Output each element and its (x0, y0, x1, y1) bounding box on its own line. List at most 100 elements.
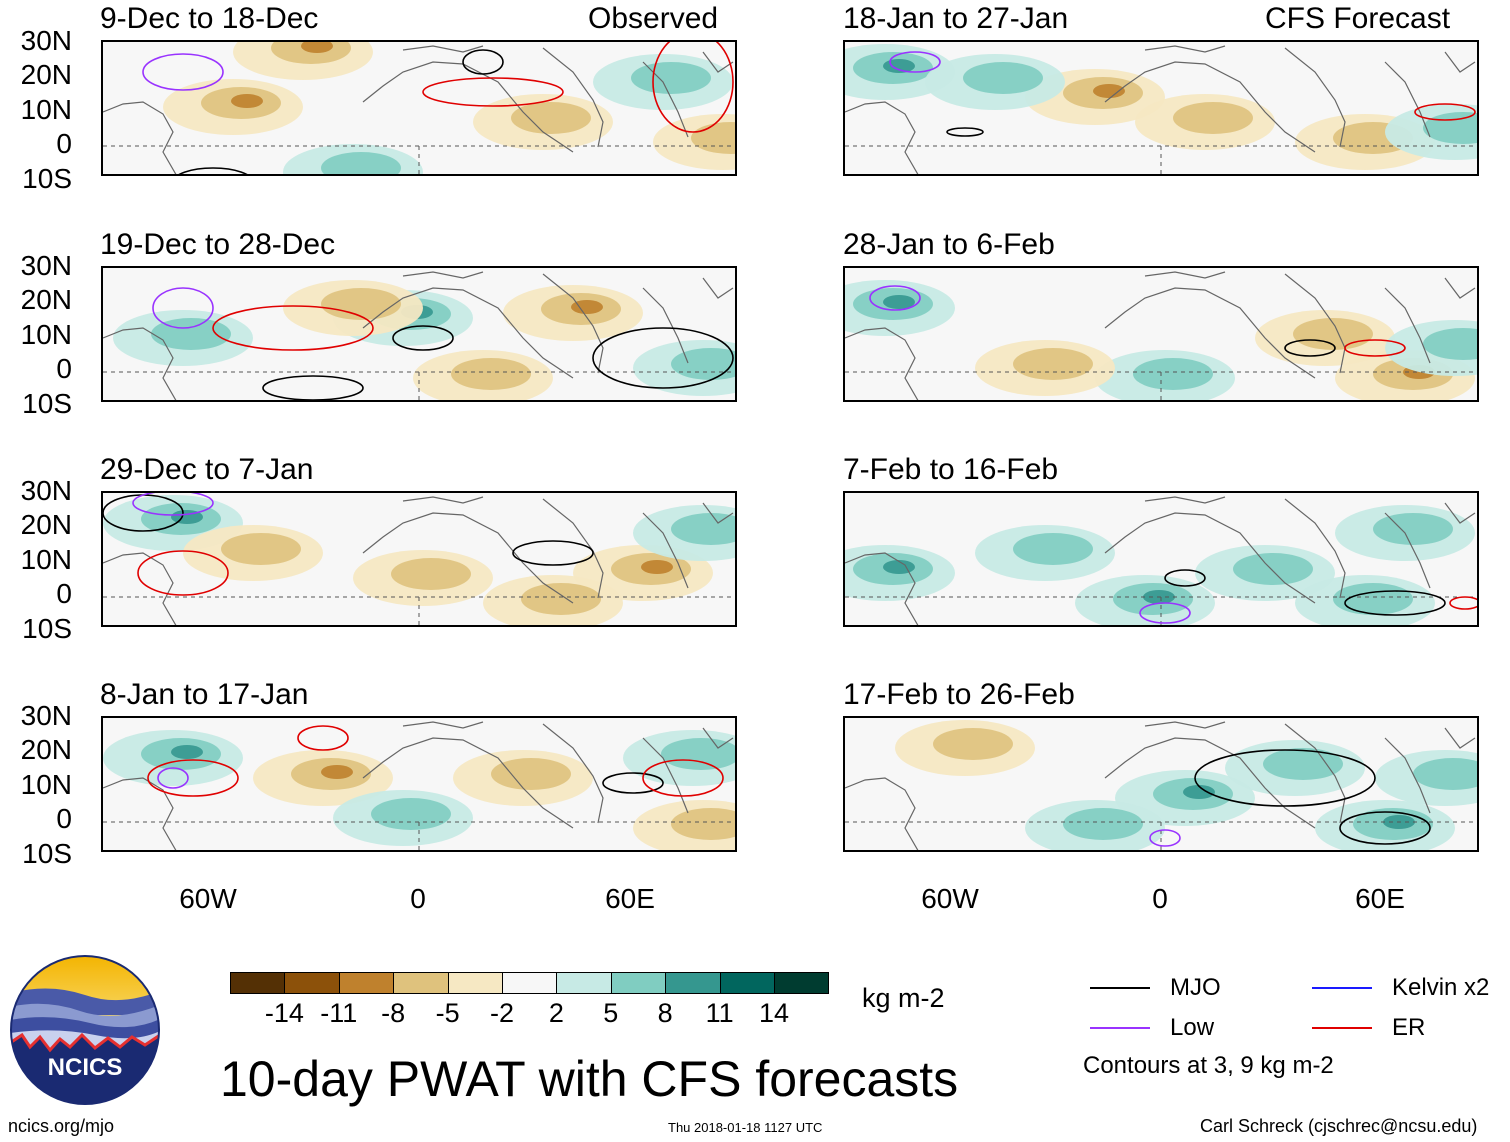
coastline (362, 61, 574, 153)
pwat-anomaly-shade (1063, 808, 1143, 840)
logo-text: NCICS (48, 1054, 123, 1081)
legend-line-kelvin (1312, 987, 1372, 989)
wave-contour (1414, 103, 1476, 121)
pwat-anomaly-shade (171, 745, 203, 759)
colorbar-box (556, 972, 612, 994)
legend-label: ER (1392, 1014, 1426, 1041)
wave-contour (137, 550, 229, 596)
colorbar-tick-label: 11 (705, 998, 734, 1028)
coastline (402, 496, 484, 504)
lat-label: 0 (56, 803, 72, 834)
pwat-anomaly-shade (1013, 533, 1093, 565)
footer-timestamp: Thu 2018-01-18 1127 UTC (668, 1120, 823, 1135)
lat-label: 0 (56, 353, 72, 384)
pwat-anomaly-shade (571, 300, 603, 314)
panel-title: 19-Dec to 28-Dec (100, 228, 336, 261)
pwat-anomaly-shade (1183, 785, 1215, 799)
pwat-anomaly-shade (1173, 102, 1253, 134)
coastline (1444, 51, 1476, 73)
wave-contour (1194, 749, 1376, 807)
lat-label: 10S (22, 613, 72, 644)
panel-title: 17-Feb to 26-Feb (843, 678, 1075, 711)
lon-label: 60W (179, 883, 237, 914)
coastline (1284, 47, 1346, 148)
lat-label: 10N (20, 544, 72, 575)
coastline (845, 327, 919, 400)
wave-contour (152, 287, 214, 329)
lon-label: 60W (921, 883, 979, 914)
colorbar-box (284, 972, 340, 994)
legend-note: Contours at 3, 9 kg m-2 (1083, 1052, 1334, 1079)
map-canvas (845, 44, 1477, 174)
ncics-logo: NCICS (10, 955, 160, 1105)
figure-title: 10-day PWAT with CFS forecasts (220, 1051, 959, 1107)
map-panel (843, 40, 1479, 176)
coastline (542, 47, 604, 148)
coastline (845, 552, 919, 625)
map-panel (101, 491, 737, 627)
colorbar-tick-label: 8 (657, 998, 673, 1028)
lat-label: 20N (20, 509, 72, 540)
coastline (103, 777, 177, 850)
pwat-anomaly-shade (321, 765, 353, 779)
coastline (402, 271, 484, 279)
colorbar-box (719, 972, 775, 994)
lat-label: 30N (20, 700, 72, 731)
pwat-anomaly-shade (883, 560, 915, 574)
legend-line-mjo (1090, 987, 1150, 989)
colorbar-tick-label: -8 (381, 998, 406, 1028)
panel-title: 18-Jan to 27-Jan (843, 2, 1069, 35)
colorbar-tick-label: 2 (548, 998, 564, 1028)
coastline (642, 287, 689, 364)
coastline (362, 287, 574, 379)
coastline (1444, 277, 1476, 299)
wave-contour (132, 493, 214, 516)
lat-label: 30N (20, 250, 72, 281)
wave-contour (592, 327, 734, 389)
coastline (1284, 723, 1346, 824)
footer-url[interactable]: ncics.org/mjo (8, 1116, 115, 1136)
pwat-anomaly-shade (321, 152, 401, 174)
pwat-anomaly-shade (1333, 583, 1413, 615)
coastline (1384, 737, 1431, 814)
wave-contour (1139, 602, 1191, 624)
map-canvas (103, 493, 735, 625)
pwat-anomaly-shade (883, 295, 915, 309)
map-panel (843, 716, 1479, 852)
colorbar-box (447, 972, 503, 994)
lon-label: 60E (1355, 883, 1405, 914)
map-panel (101, 40, 737, 176)
coastline (702, 502, 734, 524)
coastline (702, 727, 734, 749)
colorbar-tick-label: 14 (758, 998, 790, 1028)
legend-label: MJO (1170, 974, 1221, 1001)
wave-contour (297, 725, 349, 751)
map-canvas (845, 496, 1477, 625)
wave-contour (869, 285, 921, 311)
pwat-anomaly-shade (1423, 328, 1477, 360)
pwat-anomaly-shade (1133, 358, 1213, 390)
wave-contour (1284, 339, 1336, 357)
coastline (1444, 502, 1476, 524)
wave-contour (212, 305, 374, 351)
map-canvas (845, 271, 1477, 400)
coastline (1144, 496, 1226, 504)
wave-contour (157, 767, 189, 789)
colorbar-box (774, 972, 830, 994)
wave-contour (652, 42, 734, 133)
wave-contour (1449, 596, 1477, 610)
pwat-anomaly-shade (391, 558, 471, 590)
lon-label: 0 (410, 883, 426, 914)
lat-label: 10S (22, 163, 72, 194)
pwat-anomaly-shade (963, 62, 1043, 94)
colorbar-box (230, 972, 286, 994)
panel-title: 28-Jan to 6-Feb (843, 228, 1055, 261)
coastline (103, 552, 177, 625)
pwat-anomaly-shade (1263, 748, 1343, 780)
colorbar-units: kg m-2 (862, 983, 945, 1013)
colorbar-box (338, 972, 395, 994)
coastline (642, 512, 689, 589)
lat-label: 20N (20, 59, 72, 90)
lat-label: 20N (20, 284, 72, 315)
pwat-anomaly-shade (1373, 513, 1453, 545)
